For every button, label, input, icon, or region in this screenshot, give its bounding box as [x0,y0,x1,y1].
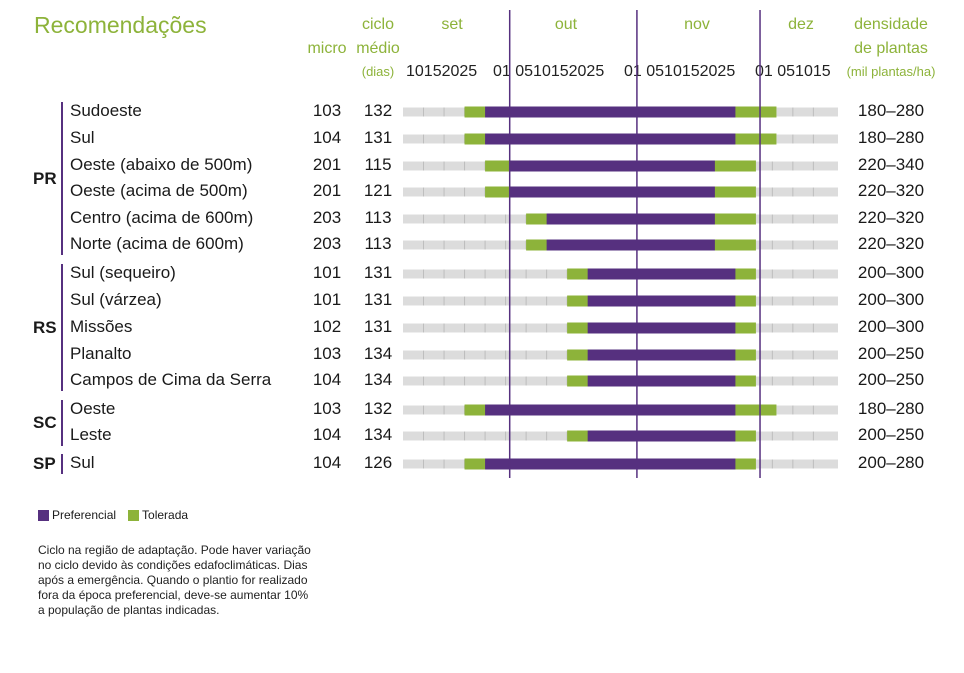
state-label-sc: SC [33,413,57,432]
month-label-nov: nov [684,16,710,33]
region-label: Sul (sequeiro) [70,263,176,282]
page-title: Recomendações [34,12,207,38]
ciclo-value: 131 [363,128,393,147]
density-value: 220–320 [857,234,925,253]
micro-value: 104 [312,370,342,389]
density-value: 200–300 [857,317,925,336]
preferential-bar [587,295,736,307]
ciclo-value: 132 [363,101,393,120]
region-label: Norte (acima de 600m) [70,234,244,253]
region-label: Sul [70,453,95,472]
month-label-set: set [441,16,463,33]
ciclo-value: 134 [363,344,393,363]
region-label: Oeste (acima de 500m) [70,181,248,200]
preferential-bar [587,268,736,280]
density-value: 180–280 [857,101,925,120]
ciclo-value: 132 [363,399,393,418]
day-labels-dez: 01 051015 [755,63,831,80]
ciclo-value: 126 [363,453,393,472]
region-label: Sul (várzea) [70,290,162,309]
ciclo-value: 121 [363,181,393,200]
preferential-bar [485,458,736,470]
micro-value: 104 [312,453,342,472]
micro-value: 104 [312,425,342,444]
legend: Preferencial Tolerada [38,508,188,522]
ciclo-value: 113 [364,234,392,253]
density-header-line1: densidade [854,16,928,33]
preferential-bar [546,213,715,225]
day-labels-set: 10152025 [406,63,478,80]
month-label-out: out [554,16,578,33]
state-label-rs: RS [33,317,57,337]
preferential-bar [587,322,736,334]
legend-preferential-swatch [38,509,49,521]
density-value: 200–250 [857,370,925,389]
density-value: 180–280 [857,128,925,147]
density-value: 200–280 [857,453,925,472]
micro-value: 201 [312,181,342,200]
region-label: Centro (acima de 600m) [70,208,254,227]
region-label: Sudoeste [70,101,142,120]
micro-value: 103 [312,344,342,363]
state-label-sp: SP [33,454,56,473]
micro-value: 104 [312,128,342,147]
preferential-bar [587,349,736,361]
ciclo-value: 131 [363,317,393,336]
preferential-bar [485,133,736,145]
planting-calendar-chart [61,10,838,478]
density-value: 200–250 [857,425,925,444]
density-header-line2: de plantas [854,40,928,57]
footnote: Ciclo na região de adaptação. Pode haver… [38,543,311,617]
preferential-bar [587,430,736,442]
density-header-line3: (mil plantas/ha) [846,64,936,79]
micro-value: 201 [312,155,342,174]
state-label-pr: PR [33,168,57,188]
region-label: Oeste (abaixo de 500m) [70,155,253,174]
density-value: 220–320 [857,208,925,227]
day-labels-out: 01 0510152025 [493,63,605,80]
density-value: 180–280 [857,399,925,418]
micro-value: 103 [312,399,342,418]
ciclo-header-line1: ciclo [361,16,394,33]
ciclo-header-line2: médio [356,40,400,57]
micro-value: 203 [312,208,342,227]
legend-preferential-label: Preferencial [52,508,117,522]
region-label: Oeste [70,399,116,418]
ciclo-value: 131 [363,263,393,282]
micro-value: 103 [312,101,342,120]
micro-value: 101 [312,290,342,309]
region-label: Sul [70,128,95,147]
region-label: Campos de Cima da Serra [70,370,272,389]
micro-value: 102 [312,317,342,336]
preferential-bar [485,404,736,416]
legend-tolerated-swatch [128,509,140,521]
preferential-bar [509,186,715,198]
ciclo-header-line3: (dias) [361,64,395,79]
day-labels-nov: 01 0510152025 [624,63,736,80]
region-label: Missões [70,317,133,336]
micro-header: micro [307,40,347,57]
ciclo-value: 131 [363,290,393,309]
legend-tolerated-label: Tolerada [142,508,189,522]
month-label-dez: dez [788,16,814,33]
ciclo-value: 113 [364,208,392,227]
micro-value: 203 [312,234,342,253]
region-label: Leste [70,425,112,444]
ciclo-value: 115 [364,155,392,174]
density-value: 200–250 [857,344,925,363]
density-value: 200–300 [857,290,925,309]
preferential-bar [546,239,715,251]
ciclo-value: 134 [363,370,393,389]
micro-value: 101 [312,263,342,282]
preferential-bar [485,106,736,118]
preferential-bar [509,160,715,172]
density-value: 220–320 [857,181,925,200]
density-value: 200–300 [857,263,925,282]
region-label: Planalto [70,344,132,363]
ciclo-value: 134 [363,425,393,444]
density-value: 220–340 [857,155,925,174]
preferential-bar [587,375,736,387]
